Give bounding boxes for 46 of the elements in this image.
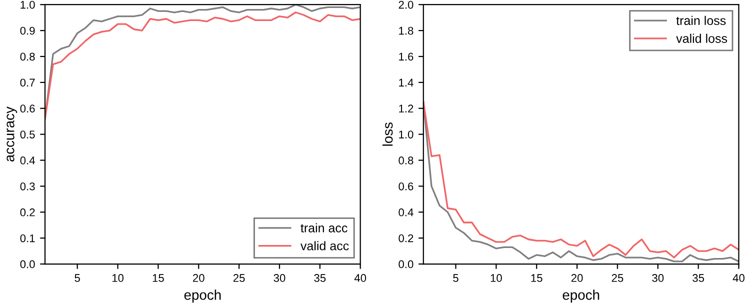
y-tick-label: 1.8 — [399, 26, 414, 35]
x-axis-title: epoch — [562, 290, 600, 303]
y-tick-label: 0.8 — [20, 52, 35, 61]
legend-label: valid acc — [300, 241, 349, 250]
y-tick-label: 0.7 — [20, 78, 35, 87]
y-tick-label: 1.0 — [20, 0, 35, 9]
x-tick-label: 30 — [274, 274, 286, 282]
x-tick-label: 40 — [354, 274, 366, 282]
x-tick-label: 10 — [112, 274, 124, 282]
legend-label: train loss — [676, 16, 726, 26]
y-tick-label: 0.0 — [20, 260, 35, 268]
y-tick-label: 0.4 — [20, 156, 35, 164]
x-tick-label: 25 — [233, 274, 245, 282]
y-tick-label: 0.2 — [20, 208, 35, 216]
x-tick-label: 40 — [732, 274, 744, 282]
y-tick-label: 0.4 — [398, 208, 414, 216]
x-tick-label: 25 — [612, 274, 624, 282]
x-tick-label: 15 — [531, 274, 542, 282]
x-tick-label: 5 — [453, 274, 458, 282]
y-tick-label: 0.9 — [20, 26, 35, 35]
x-axis-title: epoch — [184, 290, 221, 303]
x-tick-label: 20 — [571, 274, 583, 282]
x-tick-label: 5 — [74, 274, 80, 282]
y-tick-label: 0.0 — [398, 260, 414, 268]
x-tick-label: 35 — [692, 274, 704, 282]
y-tick-label: 0.8 — [398, 156, 414, 164]
y-tick-label: 1.2 — [399, 104, 414, 112]
legend-label: train acc — [300, 223, 348, 232]
y-tick-label: 1.0 — [399, 130, 414, 138]
x-tick-label: 10 — [490, 274, 502, 282]
x-tick-label: 15 — [152, 274, 164, 282]
y-tick-label: 0.5 — [20, 130, 35, 138]
y-tick-label: 0.6 — [398, 182, 414, 190]
y-tick-label: 1.6 — [399, 52, 414, 61]
x-tick-label: 30 — [652, 274, 664, 282]
y-tick-label: 0.3 — [20, 182, 35, 190]
x-tick-label: 35 — [314, 274, 326, 282]
y-axis-title: accuracy — [6, 106, 18, 162]
y-tick-label: 2.0 — [398, 0, 414, 9]
legend-label: valid loss — [676, 34, 728, 43]
y-tick-label: 0.2 — [398, 234, 414, 242]
x-tick-label: 20 — [193, 274, 204, 282]
y-axis-title: loss — [382, 122, 393, 146]
y-tick-label: 0.6 — [20, 104, 35, 113]
y-tick-label: 0.1 — [20, 234, 35, 242]
y-tick-label: 1.4 — [399, 78, 414, 86]
